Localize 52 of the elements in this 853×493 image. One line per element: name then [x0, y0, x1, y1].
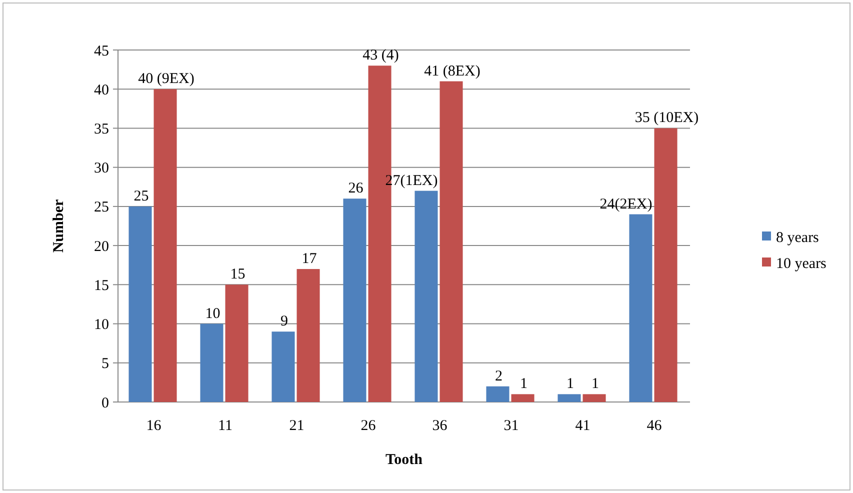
- y-tick-label: 0: [102, 395, 109, 412]
- data-label: 10: [205, 306, 220, 322]
- data-label: 15: [230, 266, 246, 283]
- y-tick-label: 20: [94, 238, 109, 255]
- bar: [200, 324, 224, 402]
- data-label: 9: [280, 314, 288, 330]
- data-label: 26: [348, 180, 364, 197]
- x-tick-label: 26: [360, 418, 376, 434]
- x-tick-label: 36: [432, 418, 448, 434]
- y-tick-label: 25: [94, 200, 109, 216]
- bar: [558, 394, 581, 402]
- data-label: 17: [302, 251, 318, 268]
- data-label: 43 (4): [362, 48, 399, 64]
- data-label: 1: [592, 376, 600, 392]
- data-label: 35 (10EX): [634, 110, 699, 126]
- x-tick-label: 41: [575, 418, 590, 434]
- bar: [296, 269, 320, 402]
- bar: [486, 386, 510, 402]
- y-tick-label: 10: [94, 317, 109, 334]
- bar: [225, 284, 248, 402]
- data-label: 40 (9EX): [138, 71, 194, 88]
- data-label: 25: [134, 188, 149, 204]
- bar: [343, 198, 366, 402]
- x-tick-label: 31: [504, 418, 519, 434]
- y-tick-label: 30: [94, 160, 109, 177]
- bar: [414, 190, 438, 402]
- y-tick-label: 35: [94, 121, 109, 138]
- bar: [154, 89, 177, 402]
- bar: [582, 394, 606, 402]
- data-label: 1: [520, 376, 528, 392]
- bar: [272, 332, 295, 402]
- bar: [440, 81, 463, 402]
- data-label: 2: [494, 368, 502, 384]
- bar: [128, 206, 152, 402]
- y-tick-label: 40: [94, 82, 109, 98]
- bar: [511, 394, 534, 402]
- x-tick-label: 16: [146, 418, 162, 434]
- data-label: 24(2EX): [600, 196, 652, 212]
- x-tick-label: 21: [289, 418, 304, 434]
- x-tick-label: 46: [646, 418, 662, 434]
- y-tick-label: 5: [102, 356, 109, 372]
- legend-label: 8 years: [776, 230, 820, 246]
- y-tick-label: 15: [94, 278, 109, 294]
- data-label: 41 (8EX): [424, 63, 480, 80]
- bar: [654, 128, 678, 402]
- bar: [629, 214, 652, 402]
- x-tick-label: 11: [218, 418, 232, 434]
- y-axis-title: Number: [51, 198, 67, 253]
- x-axis-title: Tooth: [386, 452, 424, 468]
- data-label: 1: [566, 376, 574, 392]
- legend-label: 10 years: [776, 256, 827, 272]
- y-tick-label: 45: [94, 43, 109, 60]
